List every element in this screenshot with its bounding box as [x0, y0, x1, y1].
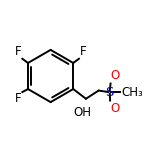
Text: OH: OH: [73, 106, 91, 119]
Text: CH₃: CH₃: [121, 86, 143, 98]
Text: O: O: [110, 102, 120, 116]
Text: F: F: [15, 45, 22, 59]
Text: O: O: [111, 69, 120, 82]
Text: S: S: [106, 86, 114, 98]
Text: F: F: [15, 92, 22, 105]
Text: F: F: [80, 45, 86, 59]
